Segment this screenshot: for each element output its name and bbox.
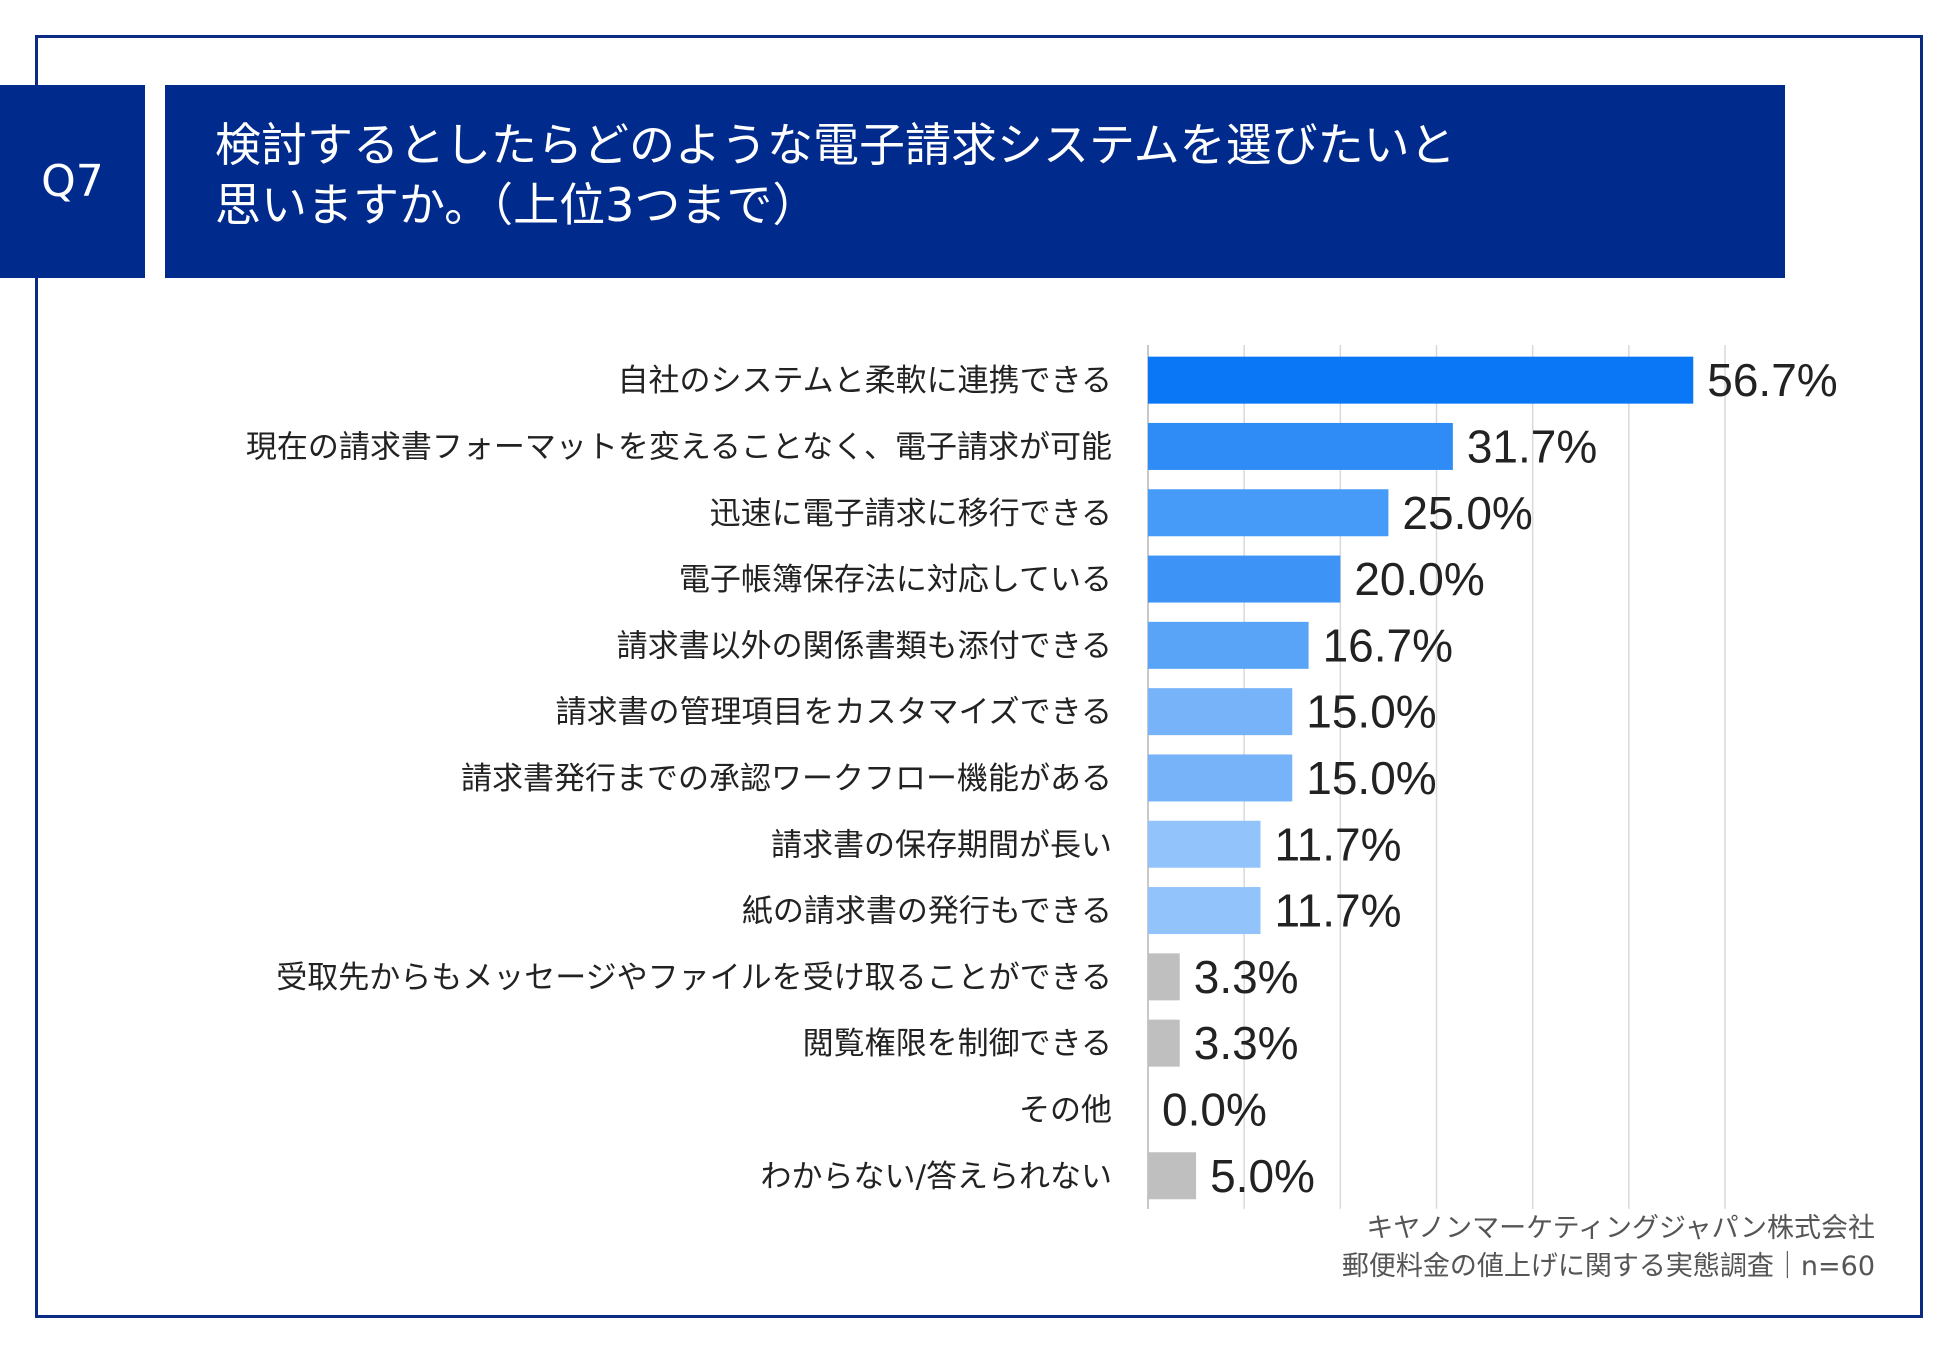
category-label: 紙の請求書の発行もできる [742,894,1112,930]
question-title-line2: 思いますか。（上位3つまで） [215,178,819,232]
value-label: 20.0% [1354,553,1484,605]
value-label: 15.0% [1306,752,1436,804]
value-label: 15.0% [1306,686,1436,738]
category-label: 電子帳簿保存法に対応している [679,562,1112,598]
bar [1148,820,1261,868]
category-label: 現在の請求書フォーマットを変えることなく、電子請求が可能 [246,429,1112,465]
category-label: 請求書発行までの承認ワークフロー機能がある [461,761,1112,797]
value-label: 3.3% [1194,951,1299,1003]
bar [1148,1152,1197,1200]
question-number: Q7 [41,156,104,207]
question-number-badge: Q7 [0,85,145,278]
value-label: 3.3% [1194,1017,1299,1069]
bar [1148,688,1293,736]
value-label: 56.7% [1707,354,1837,406]
footer-company: キヤノンマーケティングジャパン株式会社 [1366,1213,1875,1244]
category-label: 閲覧権限を制御できる [803,1026,1112,1062]
bar [1148,422,1453,470]
category-label: 請求書の保存期間が長い [771,827,1112,863]
value-label: 11.7% [1275,818,1402,870]
category-label: 迅速に電子請求に移行できる [710,496,1112,532]
category-label: 請求書の管理項目をカスタマイズできる [556,695,1112,731]
category-label: 自社のシステムと柔軟に連携できる [618,363,1112,399]
chart-frame [35,35,1923,1318]
bar [1148,754,1293,802]
value-label: 0.0% [1162,1083,1267,1135]
category-label: 請求書以外の関係書類も添付できる [617,628,1112,664]
question-title-line1: 検討するとしたらどのような電子請求システムを選びたいと [215,118,1456,172]
source-footer: キヤノンマーケティングジャパン株式会社 郵便料金の値上げに関する実態調査｜n=6… [1342,1210,1875,1286]
category-label: 受取先からもメッセージやファイルを受け取ることができる [276,960,1112,996]
value-label: 11.7% [1275,885,1402,937]
bar [1148,953,1180,1001]
bar [1148,555,1341,603]
value-label: 31.7% [1467,420,1597,472]
bar [1148,1019,1180,1067]
bar [1148,356,1694,404]
bar [1148,489,1389,537]
category-label: その他 [1019,1092,1112,1128]
value-label: 25.0% [1402,487,1532,539]
bar [1148,887,1261,935]
footer-survey: 郵便料金の値上げに関する実態調査｜n=60 [1341,1251,1875,1282]
bar [1148,621,1309,669]
value-label: 16.7% [1323,619,1453,671]
category-label: わからない/答えられない [761,1159,1112,1195]
value-label: 5.0% [1210,1150,1315,1202]
question-title-banner: 検討するとしたらどのような電子請求システムを選びたいと 思いますか。（上位3つま… [165,85,1785,278]
